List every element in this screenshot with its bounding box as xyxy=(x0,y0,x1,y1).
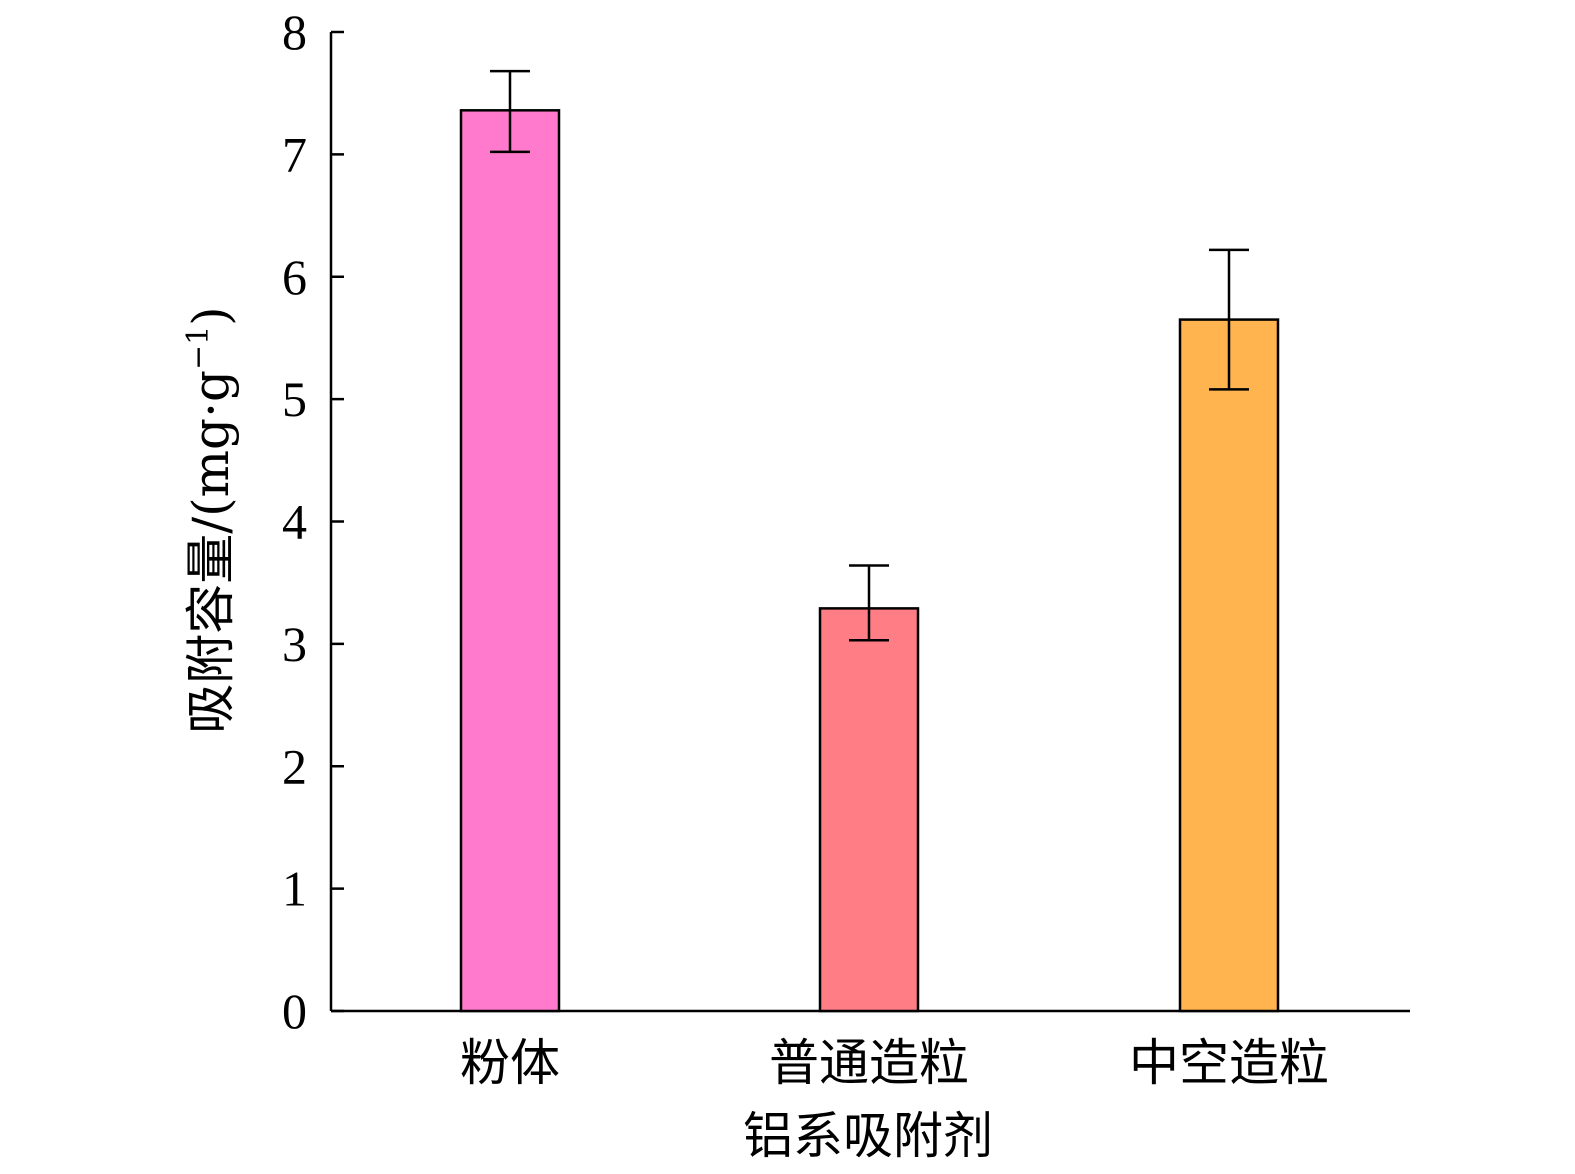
y-tick-label: 8 xyxy=(282,4,307,60)
x-tick-label: 普通造粒 xyxy=(769,1034,969,1092)
y-tick-label: 4 xyxy=(282,494,307,550)
y-tick-label: 6 xyxy=(282,249,307,305)
y-axis-title-tail: ) xyxy=(182,306,240,326)
bars xyxy=(459,109,1280,1013)
y-axis-title: 吸附容量/(mg·g−1) xyxy=(181,306,240,733)
bar xyxy=(818,607,920,1013)
labels: 0 1 2 3 4 5 6 7 8 粉体 普通造粒 中空造粒 xyxy=(282,4,1329,1092)
y-tick-label: 1 xyxy=(282,861,307,917)
y-tick-label: 2 xyxy=(282,738,307,794)
y-tick-label: 0 xyxy=(282,983,307,1039)
x-tick-label: 粉体 xyxy=(460,1034,560,1092)
error-bars xyxy=(490,69,1249,642)
y-tick-label: 3 xyxy=(282,616,307,672)
bar xyxy=(1178,318,1280,1013)
y-tick-label: 7 xyxy=(282,126,307,182)
x-tick-label: 中空造粒 xyxy=(1129,1034,1329,1092)
y-axis-title-main: 吸附容量/(mg·g xyxy=(182,370,240,734)
y-axis-title-superscript: −1 xyxy=(181,326,216,370)
bar xyxy=(459,109,561,1013)
y-tick-label: 5 xyxy=(282,371,307,427)
x-axis-title: 铝系吸附剂 xyxy=(743,1107,993,1165)
